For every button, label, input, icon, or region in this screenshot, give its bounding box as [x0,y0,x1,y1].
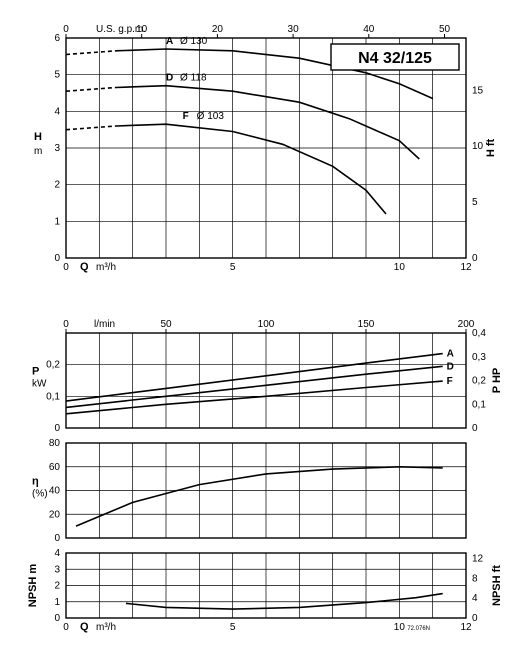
tick-gpm: 40 [363,24,375,35]
svg-text:15: 15 [472,85,484,96]
svg-text:1: 1 [54,216,60,227]
svg-text:12: 12 [460,262,472,273]
svg-text:0,3: 0,3 [472,352,486,363]
svg-text:5: 5 [54,70,60,81]
svg-text:150: 150 [358,319,375,330]
tick-gpm: 30 [288,24,300,35]
svg-text:0: 0 [54,423,60,434]
svg-text:P: P [32,366,39,378]
svg-text:D: D [447,361,454,372]
svg-text:8: 8 [472,573,478,584]
pump-chart: 01020304050U.S. g.p.m.0123456051015AØ 13… [8,8,509,646]
svg-text:10: 10 [394,622,406,633]
tick-gpm: 50 [439,24,451,35]
svg-text:3: 3 [54,564,60,575]
svg-text:NPSH m: NPSH m [27,564,39,608]
tick-gpm: 20 [212,24,224,35]
svg-text:P HP: P HP [491,368,503,393]
svg-text:3: 3 [54,143,60,154]
svg-text:0: 0 [54,533,60,544]
svg-text:m: m [34,146,42,157]
svg-text:(%): (%) [32,489,48,500]
svg-text:m³/h: m³/h [96,622,116,633]
svg-text:0,1: 0,1 [46,391,60,402]
curve [126,594,443,610]
svg-text:F: F [447,376,453,387]
curve [116,124,386,214]
svg-text:Q: Q [80,621,89,633]
svg-text:0: 0 [54,613,60,624]
curve [66,126,116,130]
svg-text:0: 0 [472,423,478,434]
curve-label: F [183,111,189,122]
svg-text:50: 50 [160,319,172,330]
svg-text:0,4: 0,4 [472,328,486,339]
svg-text:6: 6 [54,33,60,44]
svg-text:5: 5 [230,622,236,633]
svg-text:Ø 118: Ø 118 [180,73,207,84]
model-title: N4 32/125 [358,50,432,67]
svg-text:20: 20 [49,509,61,520]
svg-text:4: 4 [54,106,60,117]
svg-text:12: 12 [472,554,484,565]
svg-text:10: 10 [394,262,406,273]
curve [66,354,443,402]
svg-text:η: η [32,476,39,488]
svg-text:1: 1 [54,597,60,608]
tick-gpm: 0 [63,24,69,35]
axis-label-gpm: U.S. g.p.m. [96,24,146,35]
svg-text:l/min: l/min [94,319,115,330]
svg-text:0: 0 [63,319,69,330]
svg-text:12: 12 [460,622,472,633]
svg-text:0: 0 [472,253,478,264]
svg-text:0,2: 0,2 [46,360,60,371]
svg-text:H ft: H ft [485,139,497,158]
model-number: 72.076N [407,626,430,632]
svg-text:5: 5 [230,262,236,273]
svg-text:0: 0 [54,253,60,264]
svg-text:0,2: 0,2 [472,376,486,387]
svg-text:0: 0 [63,622,69,633]
svg-text:2: 2 [54,581,60,592]
svg-text:0,1: 0,1 [472,399,486,410]
svg-text:m³/h: m³/h [96,262,116,273]
svg-text:kW: kW [32,379,47,390]
svg-text:60: 60 [49,462,61,473]
curve [66,366,443,407]
svg-text:2: 2 [54,180,60,191]
svg-text:5: 5 [472,197,478,208]
svg-text:4: 4 [472,593,478,604]
svg-text:Ø 103: Ø 103 [197,111,225,122]
svg-text:NPSH ft: NPSH ft [491,565,503,606]
svg-text:10: 10 [472,141,484,152]
svg-text:A: A [447,349,454,360]
svg-text:40: 40 [49,486,61,497]
svg-text:0: 0 [472,613,478,624]
axis-Q: Q [80,261,89,273]
curve [66,51,116,55]
svg-text:0: 0 [63,262,69,273]
axis-H: H [34,131,42,143]
svg-text:4: 4 [54,548,60,559]
curve [76,467,443,526]
svg-text:80: 80 [49,438,61,449]
curve [66,88,116,92]
svg-text:100: 100 [258,319,275,330]
curve-label: D [166,73,173,84]
